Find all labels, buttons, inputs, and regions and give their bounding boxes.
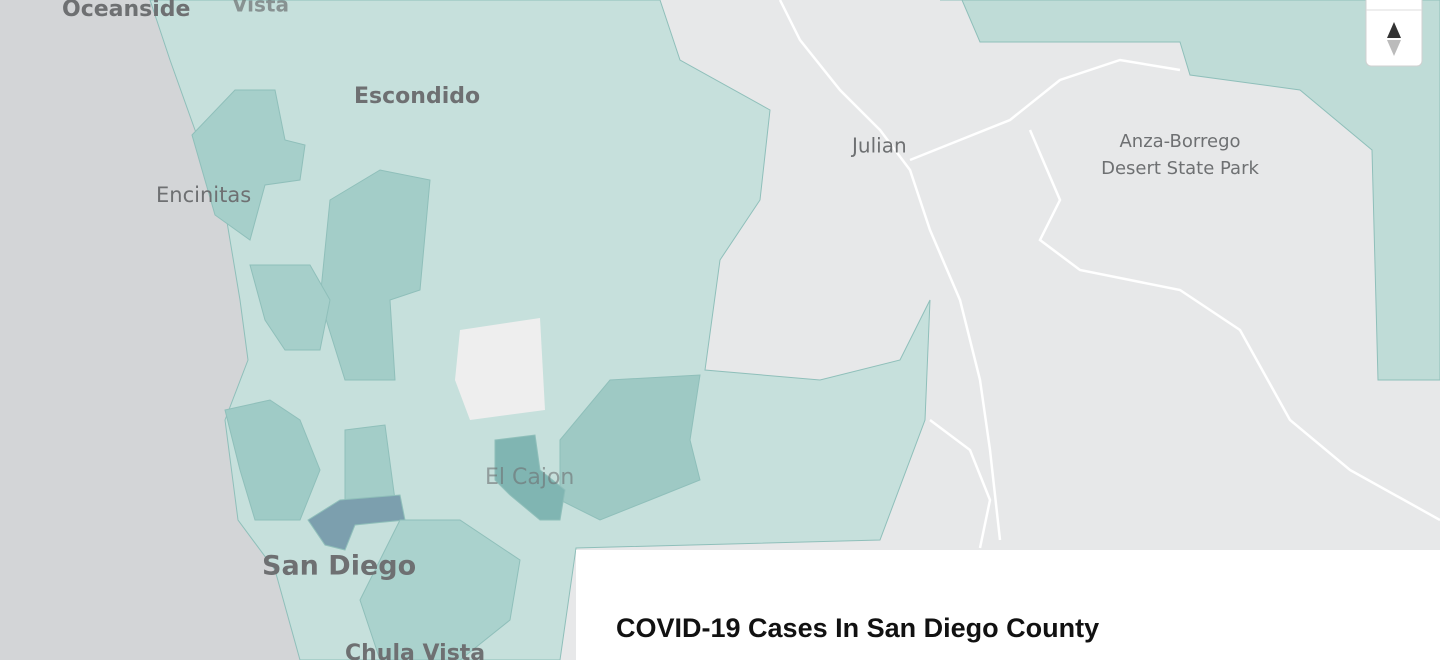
road — [778, 0, 1002, 541]
place-label: Desert State Park — [1101, 158, 1259, 179]
road — [909, 58, 1181, 162]
place-label: Escondido — [354, 84, 480, 109]
place-label: Anza-Borrego — [1119, 131, 1240, 152]
place-label: San Diego — [262, 551, 416, 582]
region — [224, 399, 321, 521]
place-label: Vista — [232, 0, 289, 17]
place-label: Encinitas — [156, 183, 251, 207]
road — [929, 419, 992, 549]
teal-area-east — [940, 0, 1440, 381]
place-label: Julian — [850, 134, 907, 158]
zoom-control[interactable] — [1365, 0, 1423, 67]
place-label: El Cajon — [485, 465, 574, 490]
region — [249, 264, 331, 351]
region — [307, 494, 406, 551]
region — [559, 374, 701, 521]
compass-south — [1387, 40, 1401, 56]
road — [1028, 129, 1440, 522]
panel-title: COVID-19 Cases In San Diego County — [616, 613, 1099, 643]
place-label: Oceanside — [62, 0, 190, 22]
region — [359, 519, 521, 660]
place-label: Chula Vista — [345, 641, 485, 660]
compass-north[interactable] — [1387, 22, 1401, 38]
region — [319, 169, 431, 381]
region — [191, 89, 306, 241]
info-panel — [576, 550, 1440, 660]
region — [494, 434, 566, 521]
uncovered-area — [455, 318, 545, 420]
ocean — [0, 0, 300, 660]
